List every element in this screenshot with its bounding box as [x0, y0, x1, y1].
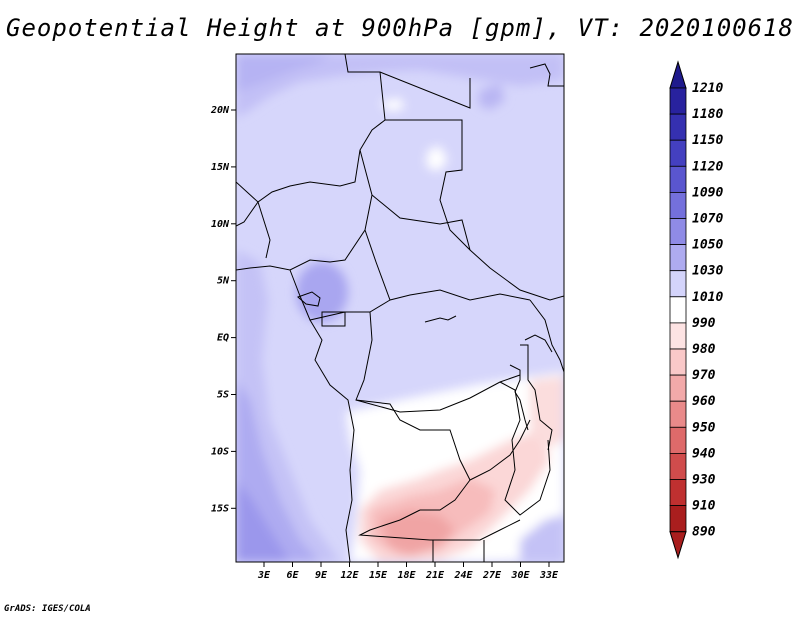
- colorbar-swatch: [669, 139, 687, 167]
- colorbar-swatch: [669, 348, 687, 376]
- map-title: Geopotential Height at 900hPa [gpm], VT:…: [6, 14, 794, 42]
- lat-label: 10S: [211, 446, 229, 457]
- lon-label: 27E: [482, 570, 502, 581]
- colorbar-swatch: [669, 426, 687, 454]
- colorbar-label: 1180: [692, 107, 723, 122]
- lon-label: 12E: [340, 570, 359, 581]
- colorbar-swatch: [669, 505, 687, 533]
- colorbar-label: 1210: [692, 81, 723, 96]
- colorbar-label: 940: [692, 446, 716, 461]
- colorbar-label: 980: [692, 342, 716, 357]
- lon-label: 33E: [539, 570, 559, 581]
- colorbar-label: 960: [692, 394, 716, 409]
- colorbar-swatch: [669, 296, 687, 324]
- longitude-axis: 3E 6E 9E 12E 15E 18E 21E 24E 27E 30E 33E: [257, 562, 559, 581]
- colorbar-swatch: [669, 218, 687, 246]
- colorbar-label: 1030: [692, 264, 723, 279]
- colorbar-swatch: [669, 479, 687, 507]
- map-frame: [235, 53, 565, 563]
- colorbar-swatch: [669, 191, 687, 219]
- colorbar-label: 970: [692, 368, 716, 383]
- lat-label: 15S: [211, 503, 229, 514]
- colorbar-label: 1150: [692, 133, 723, 148]
- colorbar-label: 910: [692, 499, 716, 514]
- colorbar-label: 990: [692, 316, 716, 331]
- lat-label: 5N: [217, 276, 230, 287]
- colorbar-label: 1010: [692, 290, 723, 305]
- lon-label: 15E: [369, 570, 388, 581]
- colorbar-swatch: [669, 113, 687, 141]
- colorbar-swatch: [669, 244, 687, 272]
- colorbar-label: 1070: [692, 212, 723, 227]
- grads-credit: GrADS: IGES/COLA: [4, 604, 91, 614]
- colorbar-label: 1120: [692, 159, 723, 174]
- colorbar-label: 890: [692, 525, 716, 540]
- lat-label: 10N: [211, 219, 230, 230]
- lon-label: 6E: [286, 570, 299, 581]
- colorbar-swatch: [669, 270, 687, 298]
- height-field: [236, 54, 564, 562]
- colorbar-top-arrow: [669, 60, 687, 89]
- colorbar-swatch: [669, 87, 687, 115]
- colorbar-swatch: [669, 165, 687, 193]
- colorbar-label: 950: [692, 420, 716, 435]
- colorbar-swatch: [669, 322, 687, 350]
- lat-label: 5S: [217, 390, 229, 401]
- lon-label: 3E: [257, 570, 271, 581]
- lon-label: 21E: [425, 570, 445, 581]
- lon-label: 18E: [397, 570, 416, 581]
- lon-label: 24E: [453, 570, 473, 581]
- colorbar-swatch: [669, 452, 687, 480]
- colorbar-swatch: [669, 400, 687, 428]
- lat-label: 15N: [211, 162, 230, 173]
- lon-label: 9E: [315, 570, 328, 581]
- colorbar-swatch: [669, 374, 687, 402]
- lat-label: 20N: [210, 105, 230, 116]
- colorbar-label: 930: [692, 473, 716, 488]
- lat-label: EQ: [217, 333, 229, 344]
- colorbar-label: 1090: [692, 185, 723, 200]
- lon-label: 30E: [510, 570, 530, 581]
- colorbar-bottom-arrow: [669, 531, 687, 560]
- latitude-axis: 20N 15N 10N 5N EQ 5S 10S 15S: [210, 105, 236, 514]
- colorbar: 1210 1180 1150 1120 1090 1070 1050 1030 1010 990 9…: [669, 60, 723, 560]
- colorbar-label: 1050: [692, 238, 723, 253]
